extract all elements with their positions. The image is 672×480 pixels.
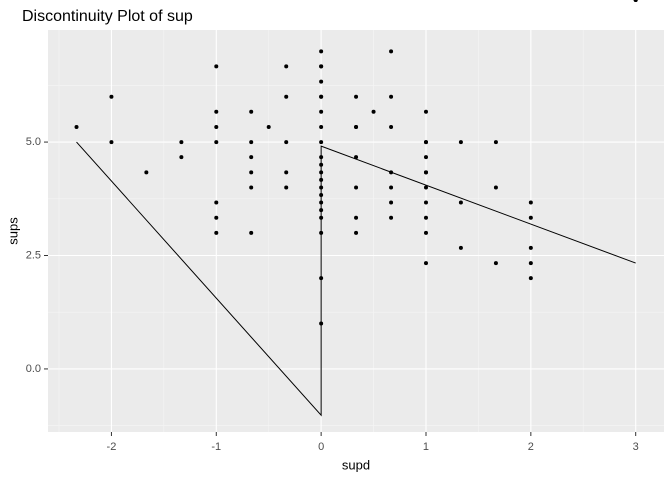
point <box>249 109 254 114</box>
point <box>423 230 428 235</box>
point <box>319 177 324 182</box>
point <box>319 64 324 69</box>
point <box>179 155 184 160</box>
point <box>284 64 289 69</box>
point <box>423 185 428 190</box>
point <box>266 124 271 129</box>
x-tick-label: -2 <box>107 441 117 453</box>
point <box>319 230 324 235</box>
point <box>214 64 219 69</box>
point <box>528 261 533 266</box>
point <box>354 155 359 160</box>
point <box>214 140 219 145</box>
chart-title: Discontinuity Plot of sup <box>22 8 193 25</box>
point <box>528 245 533 250</box>
point <box>109 94 114 99</box>
point <box>389 215 394 220</box>
point <box>214 109 219 114</box>
point <box>389 49 394 54</box>
point <box>493 261 498 266</box>
point <box>319 185 324 190</box>
x-tick-label: 0 <box>318 441 324 453</box>
line <box>76 141 636 417</box>
point <box>109 140 114 145</box>
point <box>249 185 254 190</box>
x-tick-label: 2 <box>528 441 534 453</box>
point <box>371 109 376 114</box>
point <box>354 230 359 235</box>
point <box>319 215 324 220</box>
point <box>389 124 394 129</box>
point <box>319 162 324 167</box>
point <box>144 170 149 175</box>
y-axis-title: sups <box>5 217 20 245</box>
point <box>389 94 394 99</box>
point <box>319 79 324 84</box>
x-tick-label: -1 <box>211 441 221 453</box>
point <box>423 140 428 145</box>
x-tick-label: 3 <box>633 441 639 453</box>
point <box>423 200 428 205</box>
point <box>389 185 394 190</box>
point <box>249 230 254 235</box>
point <box>528 200 533 205</box>
point <box>423 155 428 160</box>
point <box>319 124 324 129</box>
point <box>528 215 533 220</box>
point <box>458 245 463 250</box>
point <box>319 49 324 54</box>
point <box>423 109 428 114</box>
point <box>319 94 324 99</box>
point <box>423 215 428 220</box>
point <box>319 109 324 114</box>
x-tick-label: 1 <box>423 441 429 453</box>
point <box>528 276 533 281</box>
point <box>319 170 324 175</box>
point <box>249 170 254 175</box>
point <box>423 261 428 266</box>
point <box>74 124 79 129</box>
y-tick-label: 2.5 <box>26 249 41 261</box>
point <box>354 185 359 190</box>
point <box>284 140 289 145</box>
point <box>284 170 289 175</box>
point <box>458 140 463 145</box>
point <box>493 140 498 145</box>
point <box>319 276 324 281</box>
point <box>493 185 498 190</box>
x-axis-title: supd <box>342 457 370 472</box>
point <box>458 200 463 205</box>
point <box>284 185 289 190</box>
point <box>319 321 324 326</box>
point <box>214 124 219 129</box>
point <box>249 140 254 145</box>
point <box>319 155 324 160</box>
point <box>284 94 289 99</box>
point <box>354 215 359 220</box>
point <box>319 193 324 198</box>
point <box>389 200 394 205</box>
point <box>389 170 394 175</box>
y-tick-label: 0.0 <box>26 363 41 375</box>
point <box>214 200 219 205</box>
point <box>319 140 324 145</box>
marks <box>74 0 638 417</box>
point <box>354 94 359 99</box>
point <box>214 230 219 235</box>
point <box>633 0 638 2</box>
point <box>319 200 324 205</box>
point <box>214 215 219 220</box>
point <box>249 155 254 160</box>
point <box>319 208 324 213</box>
y-tick-label: 5.0 <box>26 136 41 148</box>
point <box>179 140 184 145</box>
point <box>423 170 428 175</box>
point <box>354 124 359 129</box>
